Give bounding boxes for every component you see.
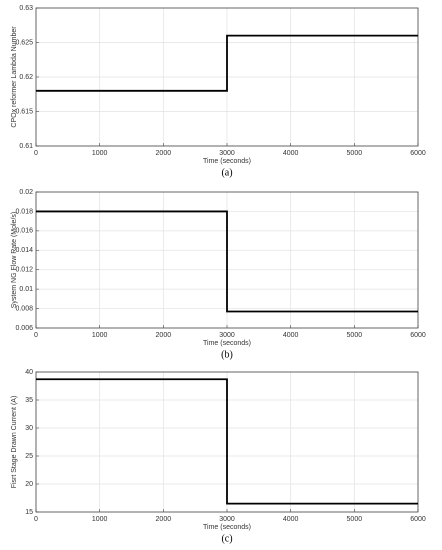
x-tick-label: 0 — [34, 516, 38, 523]
y-tick-label: 0.008 — [15, 305, 33, 312]
y-axis-label: Fisrt Stage Drawn Current (A) — [11, 396, 18, 489]
x-tick-label: 3000 — [219, 150, 235, 157]
x-tick-label: 6000 — [410, 332, 426, 339]
y-axis-label: System NG Flow Rate (Mole/s) — [11, 212, 18, 308]
y-tick-label: 0.01 — [19, 286, 33, 293]
data-line — [36, 210, 418, 313]
plot-frame — [35, 191, 419, 329]
x-tick-label: 3000 — [219, 516, 235, 523]
y-tick-label: 30 — [25, 425, 33, 432]
y-tick-label: 35 — [25, 397, 33, 404]
y-axis-label: CPOx reformer Lambda Number — [11, 26, 18, 128]
caption: (b) — [221, 349, 233, 360]
y-tick-label: 0.62 — [19, 74, 33, 81]
x-tick-label: 4000 — [283, 516, 299, 523]
y-tick-label: 15 — [25, 509, 33, 516]
y-tick-label: 0.615 — [15, 108, 33, 115]
y-tick-label: 25 — [25, 453, 33, 460]
y-tick-label: 0.018 — [15, 208, 33, 215]
y-tick-label: 0.016 — [15, 228, 33, 235]
y-tick-label: 20 — [25, 481, 33, 488]
data-line — [36, 34, 418, 92]
x-tick-label: 3000 — [219, 332, 235, 339]
data-line — [36, 378, 418, 505]
x-axis-label: Time (seconds) — [203, 158, 251, 165]
x-tick-label: 4000 — [283, 150, 299, 157]
y-tick-label: 0.02 — [19, 189, 33, 196]
x-tick-label: 4000 — [283, 332, 299, 339]
x-tick-label: 0 — [34, 332, 38, 339]
y-tick-label: 0.61 — [19, 143, 33, 150]
plot-frame — [35, 371, 419, 513]
y-tick-label: 40 — [25, 369, 33, 376]
y-tick-label: 0.012 — [15, 267, 33, 274]
x-tick-label: 1000 — [92, 516, 108, 523]
caption: (c) — [221, 533, 232, 544]
y-tick-label: 0.625 — [15, 39, 33, 46]
x-tick-label: 5000 — [347, 150, 363, 157]
y-tick-label: 0.014 — [15, 247, 33, 254]
x-tick-label: 2000 — [156, 150, 172, 157]
y-tick-label: 0.63 — [19, 5, 33, 12]
x-axis-label: Time (seconds) — [203, 340, 251, 347]
x-axis-label: Time (seconds) — [203, 524, 251, 531]
x-tick-label: 0 — [34, 150, 38, 157]
x-tick-label: 5000 — [347, 516, 363, 523]
y-tick-label: 0.006 — [15, 325, 33, 332]
x-tick-label: 2000 — [156, 516, 172, 523]
caption: (a) — [221, 167, 232, 178]
x-tick-label: 6000 — [410, 516, 426, 523]
x-tick-label: 2000 — [156, 332, 172, 339]
x-tick-label: 1000 — [92, 150, 108, 157]
plot-frame — [35, 7, 419, 147]
x-tick-label: 5000 — [347, 332, 363, 339]
x-tick-label: 6000 — [410, 150, 426, 157]
x-tick-label: 1000 — [92, 332, 108, 339]
